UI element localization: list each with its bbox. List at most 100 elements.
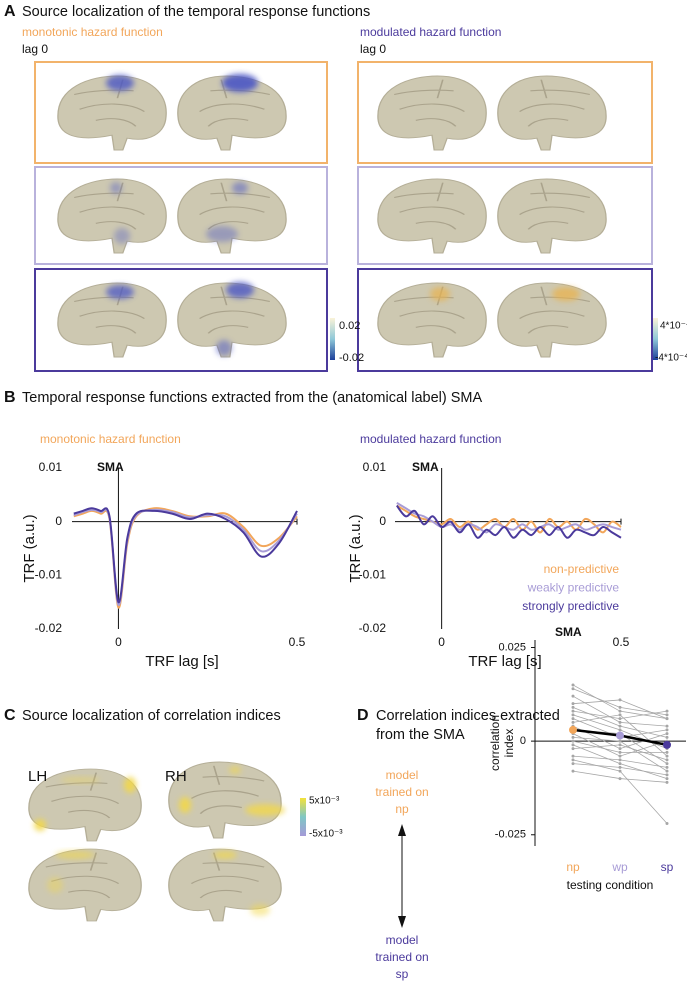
activation [245,804,285,816]
subject-point [618,777,622,781]
annotation: SMA [412,460,439,474]
y-tick-label: 0.01 [39,460,63,474]
activation [213,851,237,859]
subject-point [571,758,575,762]
y-tick-label: -0.02 [359,621,387,635]
y-tick-label: 0 [379,514,386,528]
x-tick-label: 0.5 [613,635,630,649]
axis-label: testing condition [567,878,654,892]
model-label: trained on [375,785,428,799]
axis-label: index [502,729,516,758]
brain [377,282,487,358]
subject-point [618,754,622,758]
series-line [396,502,622,534]
sulcus [73,182,145,230]
subject-point [571,702,575,706]
subject-point [571,705,575,709]
lag-label: lag 0 [360,42,386,56]
activation [229,766,241,774]
hemisphere-label: RH [165,768,187,785]
subject-point [571,739,575,743]
y-tick-label: 0.025 [498,641,526,653]
y-tick-label: -0.02 [35,621,63,635]
legend-entry: weakly predictive [527,581,620,595]
activation [114,228,130,244]
annotation: SMA [97,460,124,474]
brain [28,848,142,922]
x-tick-label: sp [661,860,674,874]
activation [124,777,136,793]
subject-point [571,747,575,751]
activation [250,904,270,916]
subject-point [665,709,669,713]
subject-point [571,709,575,713]
panel-title: from the SMA [376,727,465,743]
subject-point [618,724,622,728]
frame [357,166,653,265]
subject-point [665,780,669,784]
subject-point [618,758,622,762]
brain [497,282,607,358]
brain [177,178,287,254]
brain-surface [497,178,607,254]
brain [57,178,167,254]
subject-point [571,769,575,773]
subject-point [665,728,669,732]
subtitle: modulated hazard function [360,25,501,39]
sulcus [519,286,591,334]
model-label: model [386,933,419,947]
subject-point [665,822,669,826]
subject-point [665,758,669,762]
model-label: trained on [375,950,428,964]
mean-point [569,725,577,734]
brain [168,761,285,839]
sulcus [45,772,120,819]
axis-label: TRF lag [s] [145,653,218,670]
subject-point [618,762,622,766]
activation [206,226,238,242]
activation [226,282,254,298]
sulcus [199,286,271,334]
subject-point [665,735,669,739]
axis-label: correlation [488,715,502,771]
brain [57,75,167,151]
brain-surface [168,761,282,839]
sulcus [45,852,120,899]
activation [179,797,191,813]
model-label: np [395,802,409,816]
brain [177,74,287,151]
activation [106,285,134,299]
subject-point [618,728,622,732]
panel-letter: D [357,707,369,724]
activation [47,877,63,893]
brain [57,282,167,358]
colorbar-label: -5x10⁻³ [309,829,343,840]
subject-point [571,694,575,698]
frame [357,268,653,372]
brain-surface [377,75,487,151]
brain [168,848,282,922]
activation [222,74,258,92]
subtitle: modulated hazard function [360,432,501,446]
frame [34,268,328,372]
axis-label: TRF (a.u.) [347,514,364,582]
series-line [73,507,298,609]
arrow-head [398,824,406,928]
brain [177,282,287,358]
legend-entry: non-predictive [544,562,620,576]
subject-point [665,777,669,781]
sulcus [393,79,465,127]
y-tick-label: -0.01 [35,568,63,582]
subject-point [618,747,622,751]
activation [110,182,122,194]
colorbar-label: -4*10⁻⁴ [655,353,687,364]
subject-point [571,762,575,766]
panel-title: Correlation indices extracted [376,708,560,724]
colorbar [653,318,658,360]
subject-point [665,769,669,773]
axis-label: TRF (a.u.) [21,514,38,582]
brain [28,768,142,842]
sulcus [393,286,465,334]
subject-point [571,743,575,747]
subject-point [665,765,669,769]
